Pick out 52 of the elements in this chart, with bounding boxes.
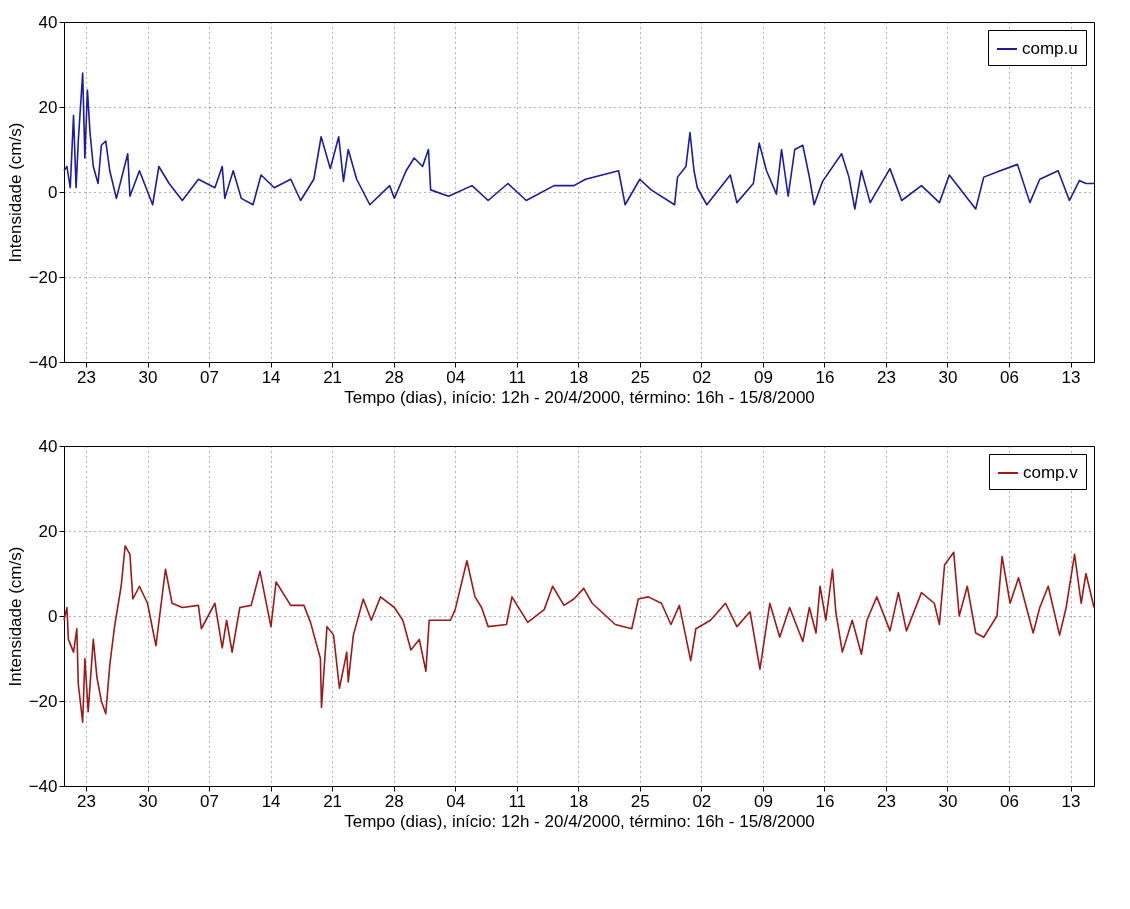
legend-label: comp.u bbox=[1022, 39, 1078, 58]
y-tick-label: −20 bbox=[28, 691, 58, 711]
y-tick-label: −20 bbox=[28, 267, 58, 287]
x-tick-label: 28 bbox=[384, 367, 404, 387]
x-tick-label: 06 bbox=[1000, 367, 1019, 387]
y-tick-label: 0 bbox=[48, 182, 58, 202]
x-tick-label: 25 bbox=[630, 791, 650, 811]
x-tick-label: 21 bbox=[323, 791, 343, 811]
y-axis-title: Intensidade (cm/s) bbox=[5, 122, 25, 263]
x-tick-label: 11 bbox=[508, 791, 527, 811]
x-tick-label: 18 bbox=[569, 367, 589, 387]
y-tick-label: −40 bbox=[28, 352, 58, 372]
x-tick-label: 23 bbox=[77, 791, 96, 811]
x-tick-label: 30 bbox=[138, 367, 158, 387]
x-tick-label: 13 bbox=[1061, 367, 1081, 387]
x-tick-label: 06 bbox=[1000, 791, 1019, 811]
x-tick-label: 09 bbox=[753, 791, 773, 811]
x-tick-label: 02 bbox=[692, 367, 712, 387]
y-tick-label: 40 bbox=[38, 12, 58, 32]
x-tick-label: 16 bbox=[815, 791, 835, 811]
x-tick-label: 02 bbox=[692, 791, 712, 811]
x-tick-label: 23 bbox=[876, 367, 896, 387]
x-tick-label: 14 bbox=[261, 791, 281, 811]
x-tick-label: 23 bbox=[876, 791, 896, 811]
y-axis-title: Intensidade (cm/s) bbox=[5, 546, 25, 687]
x-tick-label: 09 bbox=[753, 367, 773, 387]
y-tick-label: −40 bbox=[28, 776, 58, 796]
x-tick-label: 07 bbox=[200, 367, 220, 387]
x-tick-label: 21 bbox=[323, 367, 343, 387]
x-tick-label: 04 bbox=[446, 791, 466, 811]
x-tick-label: 14 bbox=[261, 367, 281, 387]
line-series bbox=[63, 545, 1095, 724]
x-tick-label: 23 bbox=[77, 367, 96, 387]
x-tick-label: 18 bbox=[569, 791, 589, 811]
x-tick-label: 30 bbox=[938, 367, 958, 387]
x-axis-title: Tempo (dias), início: 12h - 20/4/2000, término: 16h - 15/8/2000 bbox=[344, 811, 815, 831]
x-tick-label: 30 bbox=[938, 791, 958, 811]
y-tick-label: 20 bbox=[38, 521, 58, 541]
y-tick-label: 20 bbox=[38, 97, 58, 117]
y-tick-label: 0 bbox=[48, 606, 58, 626]
x-tick-label: 28 bbox=[384, 791, 404, 811]
x-tick-label: 30 bbox=[138, 791, 158, 811]
y-tick-label: 40 bbox=[38, 436, 58, 456]
x-tick-label: 04 bbox=[446, 367, 466, 387]
x-tick-label: 11 bbox=[508, 367, 527, 387]
x-tick-label: 16 bbox=[815, 367, 835, 387]
legend-label: comp.v bbox=[1023, 463, 1079, 482]
x-axis-title: Tempo (dias), início: 12h - 20/4/2000, término: 16h - 15/8/2000 bbox=[344, 387, 815, 407]
line-series bbox=[63, 72, 1095, 210]
x-tick-label: 07 bbox=[200, 791, 220, 811]
x-tick-label: 13 bbox=[1061, 791, 1081, 811]
x-tick-label: 25 bbox=[630, 367, 650, 387]
